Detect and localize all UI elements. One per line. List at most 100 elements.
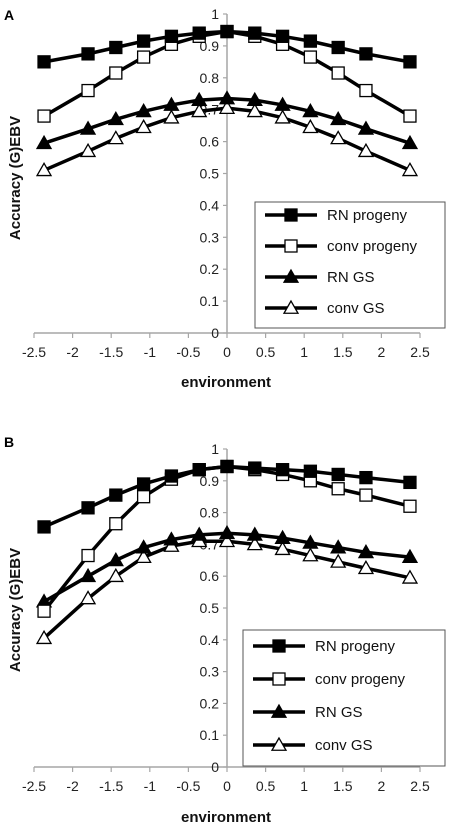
x-tick-label: -0.5 [176,344,200,360]
data-point [246,536,263,551]
data-point [275,463,290,477]
legend-swatch-marker [282,268,300,283]
data-point [274,109,291,124]
y-tick-label: 1 [211,441,219,457]
data-point [192,26,206,40]
legend-entry-label: RN GS [315,704,363,721]
y-tick-label: 0.1 [200,727,220,743]
data-point [302,118,319,134]
data-point [274,96,291,111]
y-tick-label: 0.6 [200,134,220,150]
data-point [303,50,318,64]
data-point [135,548,152,564]
y-tick-label: 0.5 [200,166,220,182]
data-point [81,548,95,563]
data-point [359,470,373,485]
data-point [163,109,180,124]
y-tick-label: 0.8 [200,70,220,86]
x-tick-label: 1 [300,778,308,794]
y-tick-label: 0.2 [200,695,220,711]
x-axis-title: environment [181,374,271,391]
data-point [107,130,124,145]
data-point [359,488,373,502]
legend-swatch-marker [282,299,300,314]
data-point [330,110,347,126]
data-point [135,539,152,554]
data-point [79,120,97,135]
series-layer-b [35,459,419,645]
data-point [403,475,417,490]
legend-entry-label: RN progeny [315,638,396,655]
data-point [35,161,53,177]
data-point [163,96,180,111]
data-point [79,590,97,605]
data-point [136,477,151,491]
legend-entry-label: RN GS [327,269,375,286]
data-point [107,110,124,126]
axes-a: 00.10.20.30.40.50.60.70.80.91-2.5 -2 -1.5-… [22,6,430,360]
y-tick-label: 0.2 [200,261,220,277]
data-point [218,90,236,105]
data-point [135,118,152,134]
chart-panel-b: B Accuracy (G)EBV environment 0 0.1 0.2 0.3… [4,434,446,826]
data-point [401,134,419,150]
legend-swatch-marker [270,703,288,718]
x-tick-label: -2 [66,778,79,794]
y-tick-label: 0 [211,325,219,341]
data-point [107,567,124,583]
data-point [164,469,179,483]
data-point [302,534,319,549]
data-point [274,540,291,556]
data-point [359,83,373,98]
data-point [192,463,206,477]
data-point [136,50,151,64]
x-tick-label: 2.5 [410,344,430,360]
data-point [79,567,97,583]
data-point [401,569,419,584]
data-point [303,464,318,478]
data-point [37,109,51,123]
panel-label: B [4,434,14,450]
data-point [359,47,373,61]
axes-b: 00.10.20.30.40.50.60.70.80.91-2.5 -2 -1.5-… [22,441,430,794]
data-point [218,99,236,115]
data-point [403,109,417,123]
data-point [401,548,419,564]
legend-swatch-marker [284,239,298,253]
data-point [37,520,51,534]
y-tick-label: 0.4 [200,197,220,213]
data-point [81,47,95,61]
x-tick-label: 0.5 [256,344,276,360]
legend-entry-label: conv progeny [315,671,406,688]
data-point [357,142,375,158]
x-tick-label: -1 [144,344,157,360]
panel-label: A [4,7,14,23]
legend-swatch-marker [272,639,286,653]
data-point [191,526,208,541]
data-point [220,459,234,474]
data-point [248,26,262,40]
legend-a: RN progeny conv progeny RN GS conv GS [254,201,446,329]
data-point [331,482,345,496]
data-point [136,490,151,504]
data-point [109,40,123,55]
data-point [163,531,180,546]
data-point [246,102,263,118]
y-tick-label: 0.8 [200,505,220,521]
data-point [109,488,123,502]
data-point [35,629,53,645]
data-point [220,24,234,39]
legend-entry-label: conv GS [315,737,373,754]
y-axis-title: Accuracy (G)EBV [7,548,24,672]
data-point [330,539,347,554]
x-tick-label: 0 [223,344,231,360]
y-tick-label: 0.4 [200,632,220,648]
data-point [136,34,151,48]
data-point [330,553,347,568]
x-axis-title: environment [181,809,271,826]
y-tick-label: 0.9 [200,473,220,489]
data-point [403,55,417,69]
x-tick-label: 2.5 [410,778,430,794]
y-axis-title: Accuracy (G)EBV [7,116,24,240]
